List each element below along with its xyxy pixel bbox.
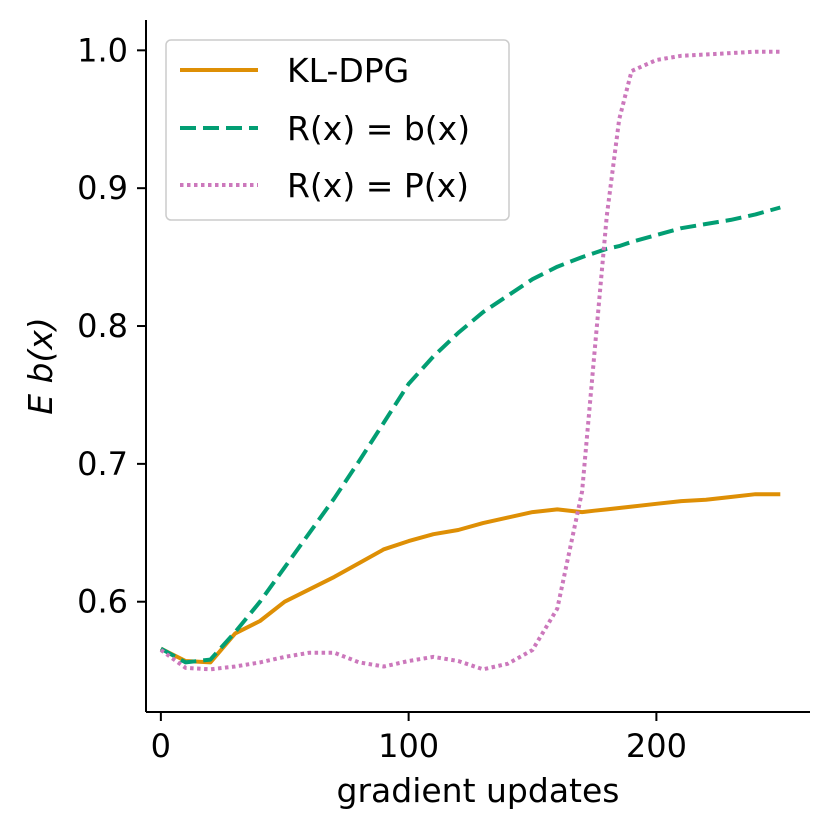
x-tick-label: 200: [626, 727, 687, 765]
legend: KL-DPG R(x) = b(x) R(x) = P(x): [165, 39, 510, 221]
legend-label-kl-dpg: KL-DPG: [287, 51, 409, 90]
series-line-kl-dpg: [160, 492, 781, 665]
y-tick-label: 1.0: [77, 31, 128, 69]
y-axis-label: E b(x): [21, 317, 60, 415]
axes: [145, 20, 810, 713]
y-tick-label: 0.7: [77, 445, 128, 483]
y-tick-label: 0.6: [77, 583, 128, 621]
series-line-r-equals-b: [159, 205, 781, 665]
legend-label-r-equals-b: R(x) = b(x): [287, 109, 470, 148]
legend-box: [165, 39, 510, 221]
x-tick-label: 0: [151, 727, 171, 765]
y-ticks: 0.6 0.7 0.8 0.9 1.0: [77, 31, 146, 621]
plot-lines: [159, 49, 781, 672]
x-ticks: 0 100 200: [151, 712, 687, 765]
y-tick-label: 0.8: [77, 307, 128, 345]
y-tick-label: 0.9: [77, 169, 128, 207]
x-axis-label: gradient updates: [337, 771, 620, 810]
legend-label-r-equals-p: R(x) = P(x): [287, 166, 469, 205]
x-tick-label: 100: [378, 727, 439, 765]
